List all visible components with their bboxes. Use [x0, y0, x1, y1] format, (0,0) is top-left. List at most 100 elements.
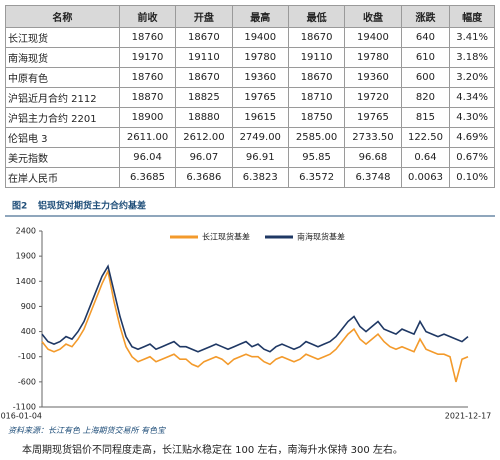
y-tick-label: 400: [21, 327, 36, 336]
table-cell: 2612.00: [175, 127, 233, 148]
table-cell: 0.10%: [449, 167, 495, 188]
table-cell: 19720: [344, 87, 402, 108]
y-tick-label: -600: [18, 377, 36, 386]
table-cell: 3.18%: [449, 47, 495, 68]
table-cell: 伦铝电 3: [5, 127, 120, 148]
header-cell: 最低: [287, 5, 346, 28]
header-cell: 收盘: [344, 5, 402, 28]
table-cell: 19400: [344, 27, 402, 48]
y-tick-label: -100: [18, 352, 36, 361]
header-cell: 涨跌: [400, 5, 451, 28]
table-cell: 19400: [231, 27, 289, 48]
table-cell: 4.30%: [449, 107, 495, 128]
table-row: 南海现货 19170 19110 19780 19110 19780 610 3.18%: [5, 47, 495, 68]
table-cell: 6.3685: [118, 167, 177, 188]
table-cell: 6.3748: [344, 167, 402, 188]
table-cell: 2585.00: [287, 127, 346, 148]
x-tick-label: 2016-01-04: [0, 412, 42, 421]
table-cell: 19360: [344, 67, 402, 88]
y-tick-label: 2400: [16, 227, 36, 236]
table-cell: 19780: [344, 47, 402, 68]
table-cell: 96.91: [231, 147, 289, 168]
table-cell: 美元指数: [5, 147, 120, 168]
y-tick-label: 900: [21, 302, 36, 311]
series-line: [41, 268, 469, 383]
figure-label: 图2: [12, 201, 27, 212]
x-tick-label: 2021-12-17: [445, 412, 492, 421]
table-cell: 820: [400, 87, 451, 108]
table-cell: 19170: [118, 47, 177, 68]
table-cell: 18710: [287, 87, 346, 108]
table-cell: 4.34%: [449, 87, 495, 108]
price-table: 名称 前收 开盘 最高 最低 收盘 涨跌 幅度 长江现货 18760 18670 19400 18670…: [5, 5, 495, 188]
y-tick-label: 1400: [16, 277, 36, 286]
legend-label: 南海现货基差: [297, 232, 345, 242]
header-cell: 开盘: [175, 5, 233, 28]
source: 资料来源：长江有色 上海期货交易所 有色宝: [8, 426, 166, 435]
table-cell: 中原有色: [5, 67, 120, 88]
table-cell: 18670: [175, 27, 233, 48]
table-cell: 18825: [175, 87, 233, 108]
table-row: 长江现货 18760 18670 19400 18670 19400 640 3.41%: [5, 27, 495, 48]
table-cell: 610: [400, 47, 451, 68]
table-cell: 沪铝近月合约 2112: [5, 87, 120, 108]
table-cell: 3.20%: [449, 67, 495, 88]
table-header: 名称 前收 开盘 最高 最低 收盘 涨跌 幅度: [5, 5, 495, 28]
table-cell: 19615: [231, 107, 289, 128]
table-cell: 3.41%: [449, 27, 495, 48]
table-cell: 4.69%: [449, 127, 495, 148]
table-cell: 95.85: [287, 147, 346, 168]
table-cell: 2733.50: [344, 127, 402, 148]
table-cell: 2749.00: [231, 127, 289, 148]
y-tick-label: -1100: [13, 403, 36, 412]
table-cell: 18670: [175, 67, 233, 88]
table-cell: 815: [400, 107, 451, 128]
table-cell: 6.3686: [175, 167, 233, 188]
table-cell: 18900: [118, 107, 177, 128]
table-cell: 640: [400, 27, 451, 48]
legend-label: 长江现货基差: [202, 232, 250, 242]
table-cell: 0.64: [400, 147, 451, 168]
table-cell: 沪铝主力合约 2201: [5, 107, 120, 128]
table-cell: 18880: [175, 107, 233, 128]
table-row: 沪铝近月合约 2112 18870 18825 19765 18710 19720 820 4…: [5, 87, 495, 108]
table-cell: 96.04: [118, 147, 177, 168]
table-cell: 122.50: [400, 127, 451, 148]
table-cell: 18870: [118, 87, 177, 108]
table-cell: 19110: [287, 47, 346, 68]
header-cell: 名称: [5, 5, 120, 28]
table-cell: 在岸人民币: [5, 167, 120, 188]
series-line: [41, 264, 469, 353]
header-cell: 最高: [231, 5, 289, 28]
table-cell: 19780: [231, 47, 289, 68]
y-tick-label: 1900: [16, 252, 36, 261]
table-cell: 19765: [231, 87, 289, 108]
table-row: 在岸人民币 6.3685 6.3686 6.3823 6.3572 6.3748 0.006…: [5, 167, 495, 188]
header-cell: 前收: [118, 5, 177, 28]
table-cell: 18760: [118, 67, 177, 88]
table-cell: 18750: [287, 107, 346, 128]
table-body: 长江现货 18760 18670 19400 18670 19400 640 3.41% 南海现…: [5, 27, 495, 188]
table-cell: 0.0063: [400, 167, 451, 188]
table-cell: 6.3823: [231, 167, 289, 188]
figure: 图2 铝现货对期货主力合约基差 -1100 -600 -100 400 900 1400 1…: [0, 200, 495, 421]
table-cell: 19110: [175, 47, 233, 68]
table-cell: 南海现货: [5, 47, 120, 68]
table-cell: 2611.00: [118, 127, 177, 148]
table-cell: 18670: [287, 27, 346, 48]
table-cell: 96.07: [175, 147, 233, 168]
table-row: 美元指数 96.04 96.07 96.91 95.85 96.68 0.64 0.67%: [5, 147, 495, 168]
table-cell: 19360: [231, 67, 289, 88]
table-cell: 18670: [287, 67, 346, 88]
table-cell: 19765: [344, 107, 402, 128]
table-cell: 96.68: [344, 147, 402, 168]
figure-title: 铝现货对期货主力合约基差: [38, 200, 146, 212]
table-row: 沪铝主力合约 2201 18900 18880 19615 18750 19765 815 4…: [5, 107, 495, 128]
table-row: 伦铝电 3 2611.00 2612.00 2749.00 2585.00 2733.50…: [5, 127, 495, 148]
table-row: 中原有色 18760 18670 19360 18670 19360 600 3.20%: [5, 67, 495, 88]
table-cell: 18760: [118, 27, 177, 48]
table-cell: 6.3572: [287, 167, 346, 188]
caption: 本周期现货铝价不同程度走高，长江贴水稳定在 100 左右，南海升水保持 300 …: [22, 445, 403, 456]
table-cell: 长江现货: [5, 27, 120, 48]
